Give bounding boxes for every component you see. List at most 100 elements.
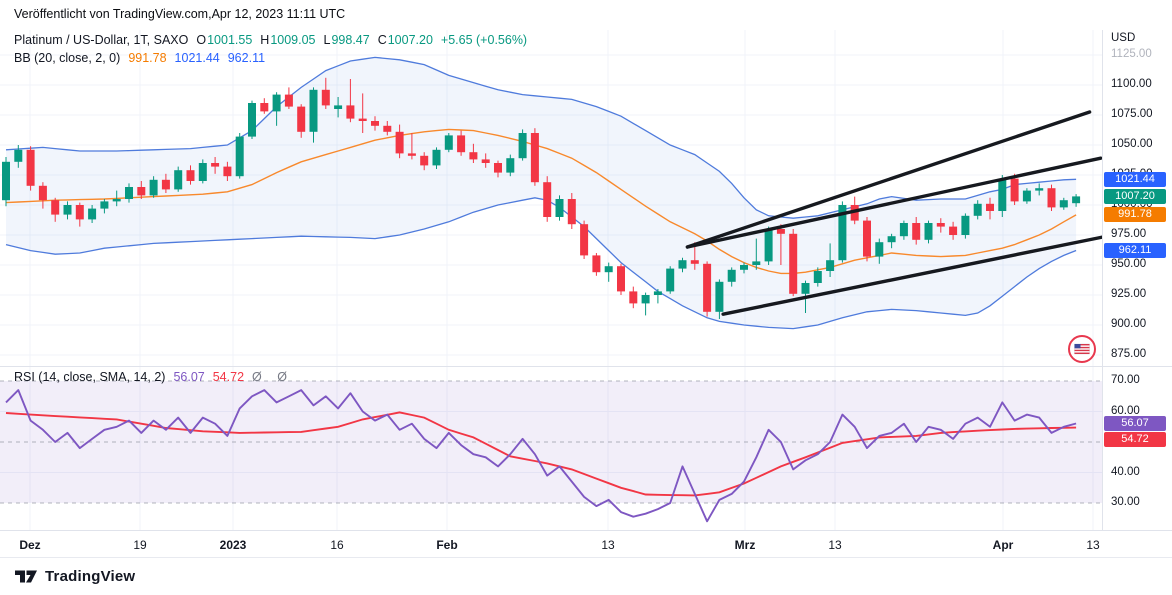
candle-body	[174, 170, 183, 190]
candle-body	[924, 223, 933, 240]
symbol-legend[interactable]: Platinum / US-Dollar, 1T, SAXO O 1001.55 …	[14, 33, 527, 47]
us-flag-event-icon[interactable]	[1068, 335, 1096, 363]
candle-body	[949, 226, 958, 235]
rsi-legend[interactable]: RSI (14, close, SMA, 14, 2) 56.07 54.72 …	[14, 370, 293, 384]
change-value: +5.65 (+0.56%)	[440, 33, 528, 47]
axis-tick-label: 925.00	[1111, 288, 1147, 300]
axis-tick-label: 975.00	[1111, 228, 1147, 240]
candle-body	[346, 105, 355, 119]
time-tick-label: 13	[601, 538, 615, 552]
candle-body	[813, 271, 822, 283]
candle-body	[801, 283, 810, 294]
time-tick-label: 13	[1086, 538, 1100, 552]
candle-body	[444, 135, 453, 150]
candle-body	[1035, 188, 1044, 191]
candle-body	[88, 208, 97, 220]
time-tick-label: 16	[330, 538, 344, 552]
price-pane[interactable]	[2, 56, 1107, 363]
trendline[interactable]	[685, 110, 1092, 249]
candle-body	[186, 170, 195, 181]
candle-body	[875, 242, 884, 257]
candle-body	[211, 163, 220, 167]
chart-canvas[interactable]	[0, 0, 1172, 557]
axis-tick-label: 70.00	[1111, 374, 1140, 386]
published-header: Veröffentlicht von TradingView.com,Apr 1…	[14, 7, 346, 21]
candle-body	[457, 135, 466, 153]
candle-body	[629, 291, 638, 304]
symbol-title: Platinum / US-Dollar, 1T, SAXO	[14, 33, 189, 47]
candle-body	[764, 229, 773, 262]
axis-tick-label: 30.00	[1111, 496, 1140, 508]
rsi-sma-value: 54.72	[212, 370, 245, 384]
candle-body	[100, 201, 109, 209]
candle-body	[1047, 188, 1056, 208]
candle-body	[715, 281, 724, 312]
tradingview-brand-text[interactable]: TradingView	[45, 568, 136, 585]
candle-body	[248, 103, 256, 137]
trendline[interactable]	[721, 235, 1107, 316]
currency-label: USD	[1111, 32, 1136, 44]
axis-tick-label: 950.00	[1111, 258, 1147, 270]
rsi-badge: 56.07	[1104, 415, 1166, 431]
bb-basis-value: 991.78	[128, 51, 167, 65]
candle-body	[555, 199, 564, 217]
bollinger-fill	[6, 57, 1077, 329]
candle-body	[826, 260, 835, 271]
candle-body	[235, 136, 244, 177]
candle-body	[580, 224, 589, 256]
rsi-line	[5, 389, 1077, 523]
rsi-value: 56.07	[173, 370, 205, 384]
bb-legend[interactable]: BB (20, close, 2, 0) 991.78 1021.44 962.…	[14, 51, 265, 65]
rsi-band-fill	[0, 381, 1102, 503]
candle-body	[543, 182, 552, 217]
axis-tick-label: 1075.00	[1111, 108, 1153, 120]
bollinger-upper-line	[5, 56, 1077, 219]
candle-body	[112, 199, 121, 202]
candle-body	[14, 149, 23, 162]
candle-body	[653, 291, 662, 295]
candle-body	[1010, 178, 1019, 202]
low-value: L 998.47	[323, 33, 370, 47]
axis-tick-label: 60.00	[1111, 404, 1140, 417]
footer-bar: TradingView	[0, 557, 1172, 595]
close-value: C 1007.20	[377, 33, 433, 47]
trendline[interactable]	[685, 156, 1102, 249]
time-tick-label: Dez	[19, 538, 41, 552]
candle-body	[297, 106, 306, 132]
rsi-pane[interactable]	[0, 380, 1102, 523]
candle-body	[125, 187, 133, 199]
candle-body	[1022, 190, 1031, 202]
candle-body	[2, 161, 10, 201]
axis-tick-label: 1050.00	[1111, 138, 1153, 150]
axis-tick-label: 1125.00	[1111, 48, 1152, 60]
price-badge: 1021.44	[1104, 171, 1166, 187]
bollinger-lower-line	[5, 197, 1077, 330]
candle-body	[752, 261, 761, 265]
candle-body	[407, 153, 416, 156]
candle-body	[284, 94, 293, 107]
axis-tick-label: 875.00	[1111, 348, 1147, 360]
pane-separator[interactable]	[0, 366, 1172, 367]
candle-body	[272, 94, 281, 112]
candle-body	[604, 266, 613, 273]
candle-body	[198, 163, 207, 181]
candle-body	[75, 205, 84, 220]
price-axis[interactable]: USD 1125.001100.001075.001050.001025.001…	[1102, 0, 1172, 556]
candle-body	[986, 203, 994, 211]
axis-tick-label: 1100.00	[1111, 78, 1152, 90]
time-axis[interactable]: Dez 19 2023 16 Feb 13 Mrz 13 Apr 13	[0, 530, 1102, 557]
candle-body	[567, 199, 576, 225]
candle-body	[420, 155, 429, 166]
tradingview-logo-icon[interactable]	[14, 567, 38, 587]
axis-tick-label: 900.00	[1111, 318, 1147, 330]
rsi-average-icons[interactable]: Ø Ø	[252, 370, 293, 384]
rsi-sma-line	[5, 411, 1077, 497]
candle-body	[137, 187, 146, 196]
candle-body	[149, 179, 158, 196]
candle-body	[321, 89, 330, 106]
bb-upper-value: 1021.44	[174, 51, 220, 65]
candle-body	[371, 121, 379, 126]
candle-body	[383, 125, 392, 132]
open-value: O 1001.55	[196, 33, 253, 47]
